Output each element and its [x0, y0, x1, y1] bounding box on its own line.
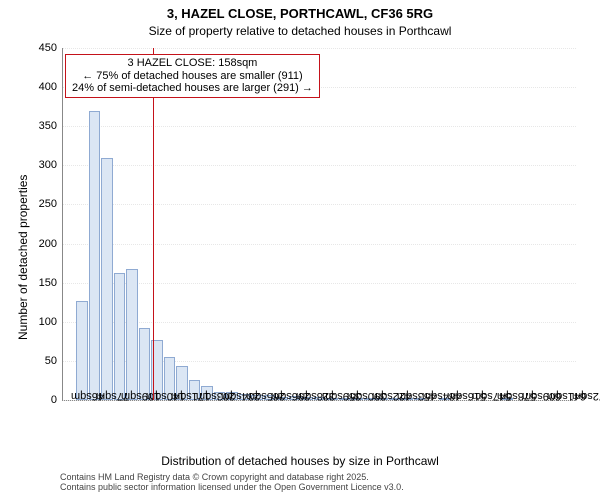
y-tick-label: 250: [39, 198, 63, 210]
y-gridline: [63, 126, 576, 127]
y-tick-label: 50: [45, 355, 63, 367]
y-gridline: [63, 204, 576, 205]
y-gridline: [63, 244, 576, 245]
histogram-bar: [126, 269, 138, 400]
annotation-line: ← 75% of detached houses are smaller (91…: [72, 70, 313, 83]
y-axis-label: Number of detached properties: [16, 175, 30, 340]
annotation-line: 24% of semi-detached houses are larger (…: [72, 82, 313, 95]
y-tick-label: 150: [39, 277, 63, 289]
y-tick-label: 200: [39, 238, 63, 250]
plot-area: 05010015020025030035040045046sqm77sqm109…: [62, 48, 576, 401]
y-gridline: [63, 283, 576, 284]
y-tick-label: 0: [51, 394, 63, 406]
y-gridline: [63, 322, 576, 323]
histogram-bar: [76, 301, 88, 400]
y-gridline: [63, 165, 576, 166]
y-tick-label: 100: [39, 316, 63, 328]
y-gridline: [63, 48, 576, 49]
x-axis-label: Distribution of detached houses by size …: [0, 454, 600, 468]
histogram-bar: [114, 273, 126, 400]
footnote-text: Contains HM Land Registry data © Crown c…: [60, 472, 404, 492]
histogram-bar: [89, 111, 101, 400]
y-tick-label: 350: [39, 120, 63, 132]
y-tick-label: 400: [39, 81, 63, 93]
chart-container: 3, HAZEL CLOSE, PORTHCAWL, CF36 5RG Size…: [0, 0, 600, 500]
y-tick-label: 450: [39, 42, 63, 54]
chart-subtitle: Size of property relative to detached ho…: [0, 24, 600, 38]
histogram-bar: [101, 158, 113, 400]
y-tick-label: 300: [39, 159, 63, 171]
chart-title: 3, HAZEL CLOSE, PORTHCAWL, CF36 5RG: [0, 6, 600, 21]
property-marker-line: [153, 48, 154, 400]
property-annotation: 3 HAZEL CLOSE: 158sqm← 75% of detached h…: [65, 54, 320, 98]
annotation-line: 3 HAZEL CLOSE: 158sqm: [72, 57, 313, 70]
